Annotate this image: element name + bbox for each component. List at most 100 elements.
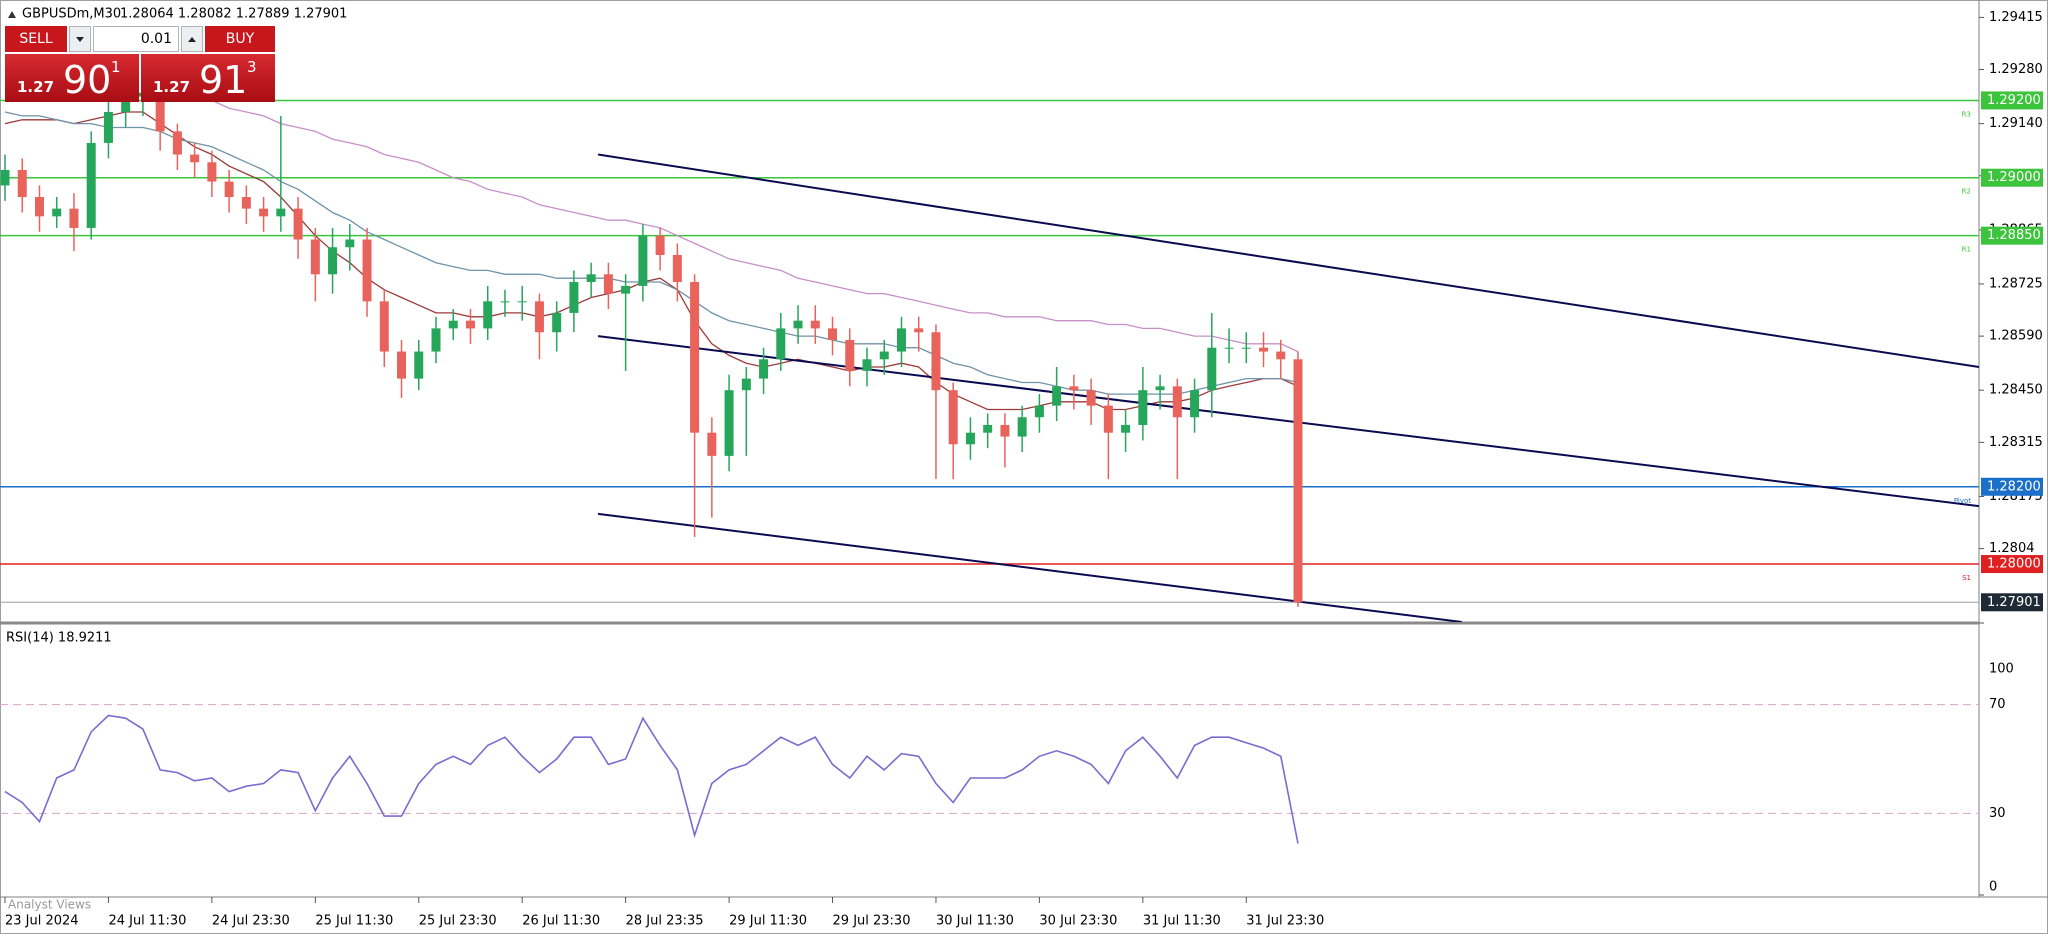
candle-body: [896, 328, 906, 352]
candle-body: [776, 328, 786, 360]
price-prefix: 1.27: [153, 78, 191, 96]
candle-body: [983, 424, 993, 433]
level-tag: Pivot: [1954, 497, 1971, 505]
candle-body: [431, 328, 441, 352]
last-price-label: 1.27901: [1987, 595, 2041, 610]
lot-increase[interactable]: [181, 26, 203, 52]
candle-body: [293, 208, 303, 240]
price-big: 90: [63, 58, 112, 102]
candle-body: [741, 378, 751, 391]
candle-body: [1259, 347, 1269, 352]
level-tag: S1: [1962, 574, 1971, 582]
level-tag: R1: [1962, 246, 1971, 254]
candle-body: [931, 332, 941, 391]
lot-input[interactable]: 0.01: [93, 26, 179, 52]
axes: 1.294151.292801.291401.290051.288651.287…: [4, 10, 2043, 929]
candle-body: [276, 208, 286, 217]
candle-body: [621, 285, 631, 294]
y-tick-label: 100: [1989, 662, 2014, 677]
candle-body: [1207, 347, 1217, 391]
candle-body: [845, 339, 855, 371]
x-tick-label: 31 Jul 23:30: [1246, 914, 1324, 929]
candle-body: [1103, 405, 1113, 433]
moving-average: [211, 99, 1299, 353]
candle-body: [1121, 424, 1131, 433]
candle-body: [345, 239, 355, 248]
y-tick-label: 1.28315: [1989, 435, 2043, 450]
candle-body: [224, 181, 234, 198]
candle-body: [362, 239, 372, 302]
candle-body: [414, 351, 424, 379]
candle-body: [190, 154, 200, 163]
candle-body: [1017, 417, 1027, 437]
ohlc-quotes: 1.28064 1.28082 1.27889 1.27901: [120, 7, 347, 22]
level-tag: R2: [1962, 188, 1971, 196]
candle-body: [914, 328, 924, 333]
candle-body: [965, 432, 975, 445]
buy-quote[interactable]: 1.27 91 3: [141, 54, 275, 102]
rsi-line: [4, 714, 1299, 844]
candle-body: [569, 282, 579, 313]
level-label: 1.28200: [1987, 479, 2041, 494]
level-label-box: [1981, 477, 2043, 496]
buy-button[interactable]: BUY: [205, 26, 275, 52]
candle-body: [707, 432, 717, 456]
x-tick-label: 24 Jul 11:30: [108, 914, 186, 929]
candle-body: [690, 282, 700, 433]
moving-average: [4, 111, 1299, 411]
trendline: [597, 335, 1979, 508]
main-plot: [0, 77, 1979, 622]
candle-body: [328, 247, 338, 275]
candle-body: [172, 131, 182, 155]
level-label: 1.29200: [1987, 93, 2041, 108]
level-label-box: [1981, 91, 2043, 110]
candle-body: [500, 301, 510, 303]
candle-body: [379, 301, 389, 352]
y-tick-label: 1.29415: [1989, 10, 2043, 25]
candle-body: [948, 390, 958, 445]
candle-body: [879, 351, 889, 360]
sell-button[interactable]: SELL: [5, 26, 67, 52]
candle-body: [1138, 390, 1148, 425]
level-label-box: [1981, 226, 2043, 245]
candle-body: [259, 208, 269, 217]
candle-body: [17, 169, 27, 198]
analyst-views-tab[interactable]: Analyst Views: [8, 898, 91, 912]
price-prefix: 1.27: [17, 78, 55, 96]
y-tick-label: 1.29280: [1989, 62, 2043, 77]
candle-body: [103, 112, 113, 143]
candle-body: [1241, 347, 1251, 349]
rsi-title: RSI(14) 18.9211: [6, 631, 112, 646]
symbol: GBPUSDm,M30: [22, 7, 121, 22]
y-tick-label: 1.29140: [1989, 116, 2043, 131]
candle-body: [534, 301, 544, 333]
candle-body: [1086, 390, 1096, 406]
one-click-trading: SELL 0.01 BUY 1.27 90 1 1.27 91 3: [5, 26, 275, 102]
y-tick-label: 70: [1989, 697, 2006, 712]
level-label: 1.28850: [1987, 228, 2041, 243]
x-tick-label: 25 Jul 23:30: [419, 914, 497, 929]
candle-body: [1190, 390, 1200, 418]
x-tick-label: 29 Jul 23:30: [833, 914, 911, 929]
candle-body: [517, 301, 527, 303]
price-row: 1.27 90 1 1.27 91 3: [5, 54, 275, 102]
candle-body: [1276, 351, 1286, 360]
lot-decrease[interactable]: [69, 26, 91, 52]
price-pip: 1: [111, 58, 121, 76]
candle-body: [672, 254, 682, 283]
y-tick-label: 1.28450: [1989, 383, 2043, 398]
candle-body: [0, 169, 10, 186]
y-tick-label: 30: [1989, 806, 2006, 821]
y-tick-label: 1.28725: [1989, 276, 2043, 291]
candle-body: [1052, 386, 1062, 406]
x-tick-label: 29 Jul 11:30: [729, 914, 807, 929]
candle-body: [448, 320, 458, 329]
last-price-box: [1981, 593, 2043, 612]
candle-body: [207, 162, 217, 182]
sell-quote[interactable]: 1.27 90 1: [5, 54, 139, 102]
x-tick-label: 30 Jul 23:30: [1039, 914, 1117, 929]
x-tick-label: 30 Jul 11:30: [936, 914, 1014, 929]
symbol-icon: [8, 11, 16, 18]
